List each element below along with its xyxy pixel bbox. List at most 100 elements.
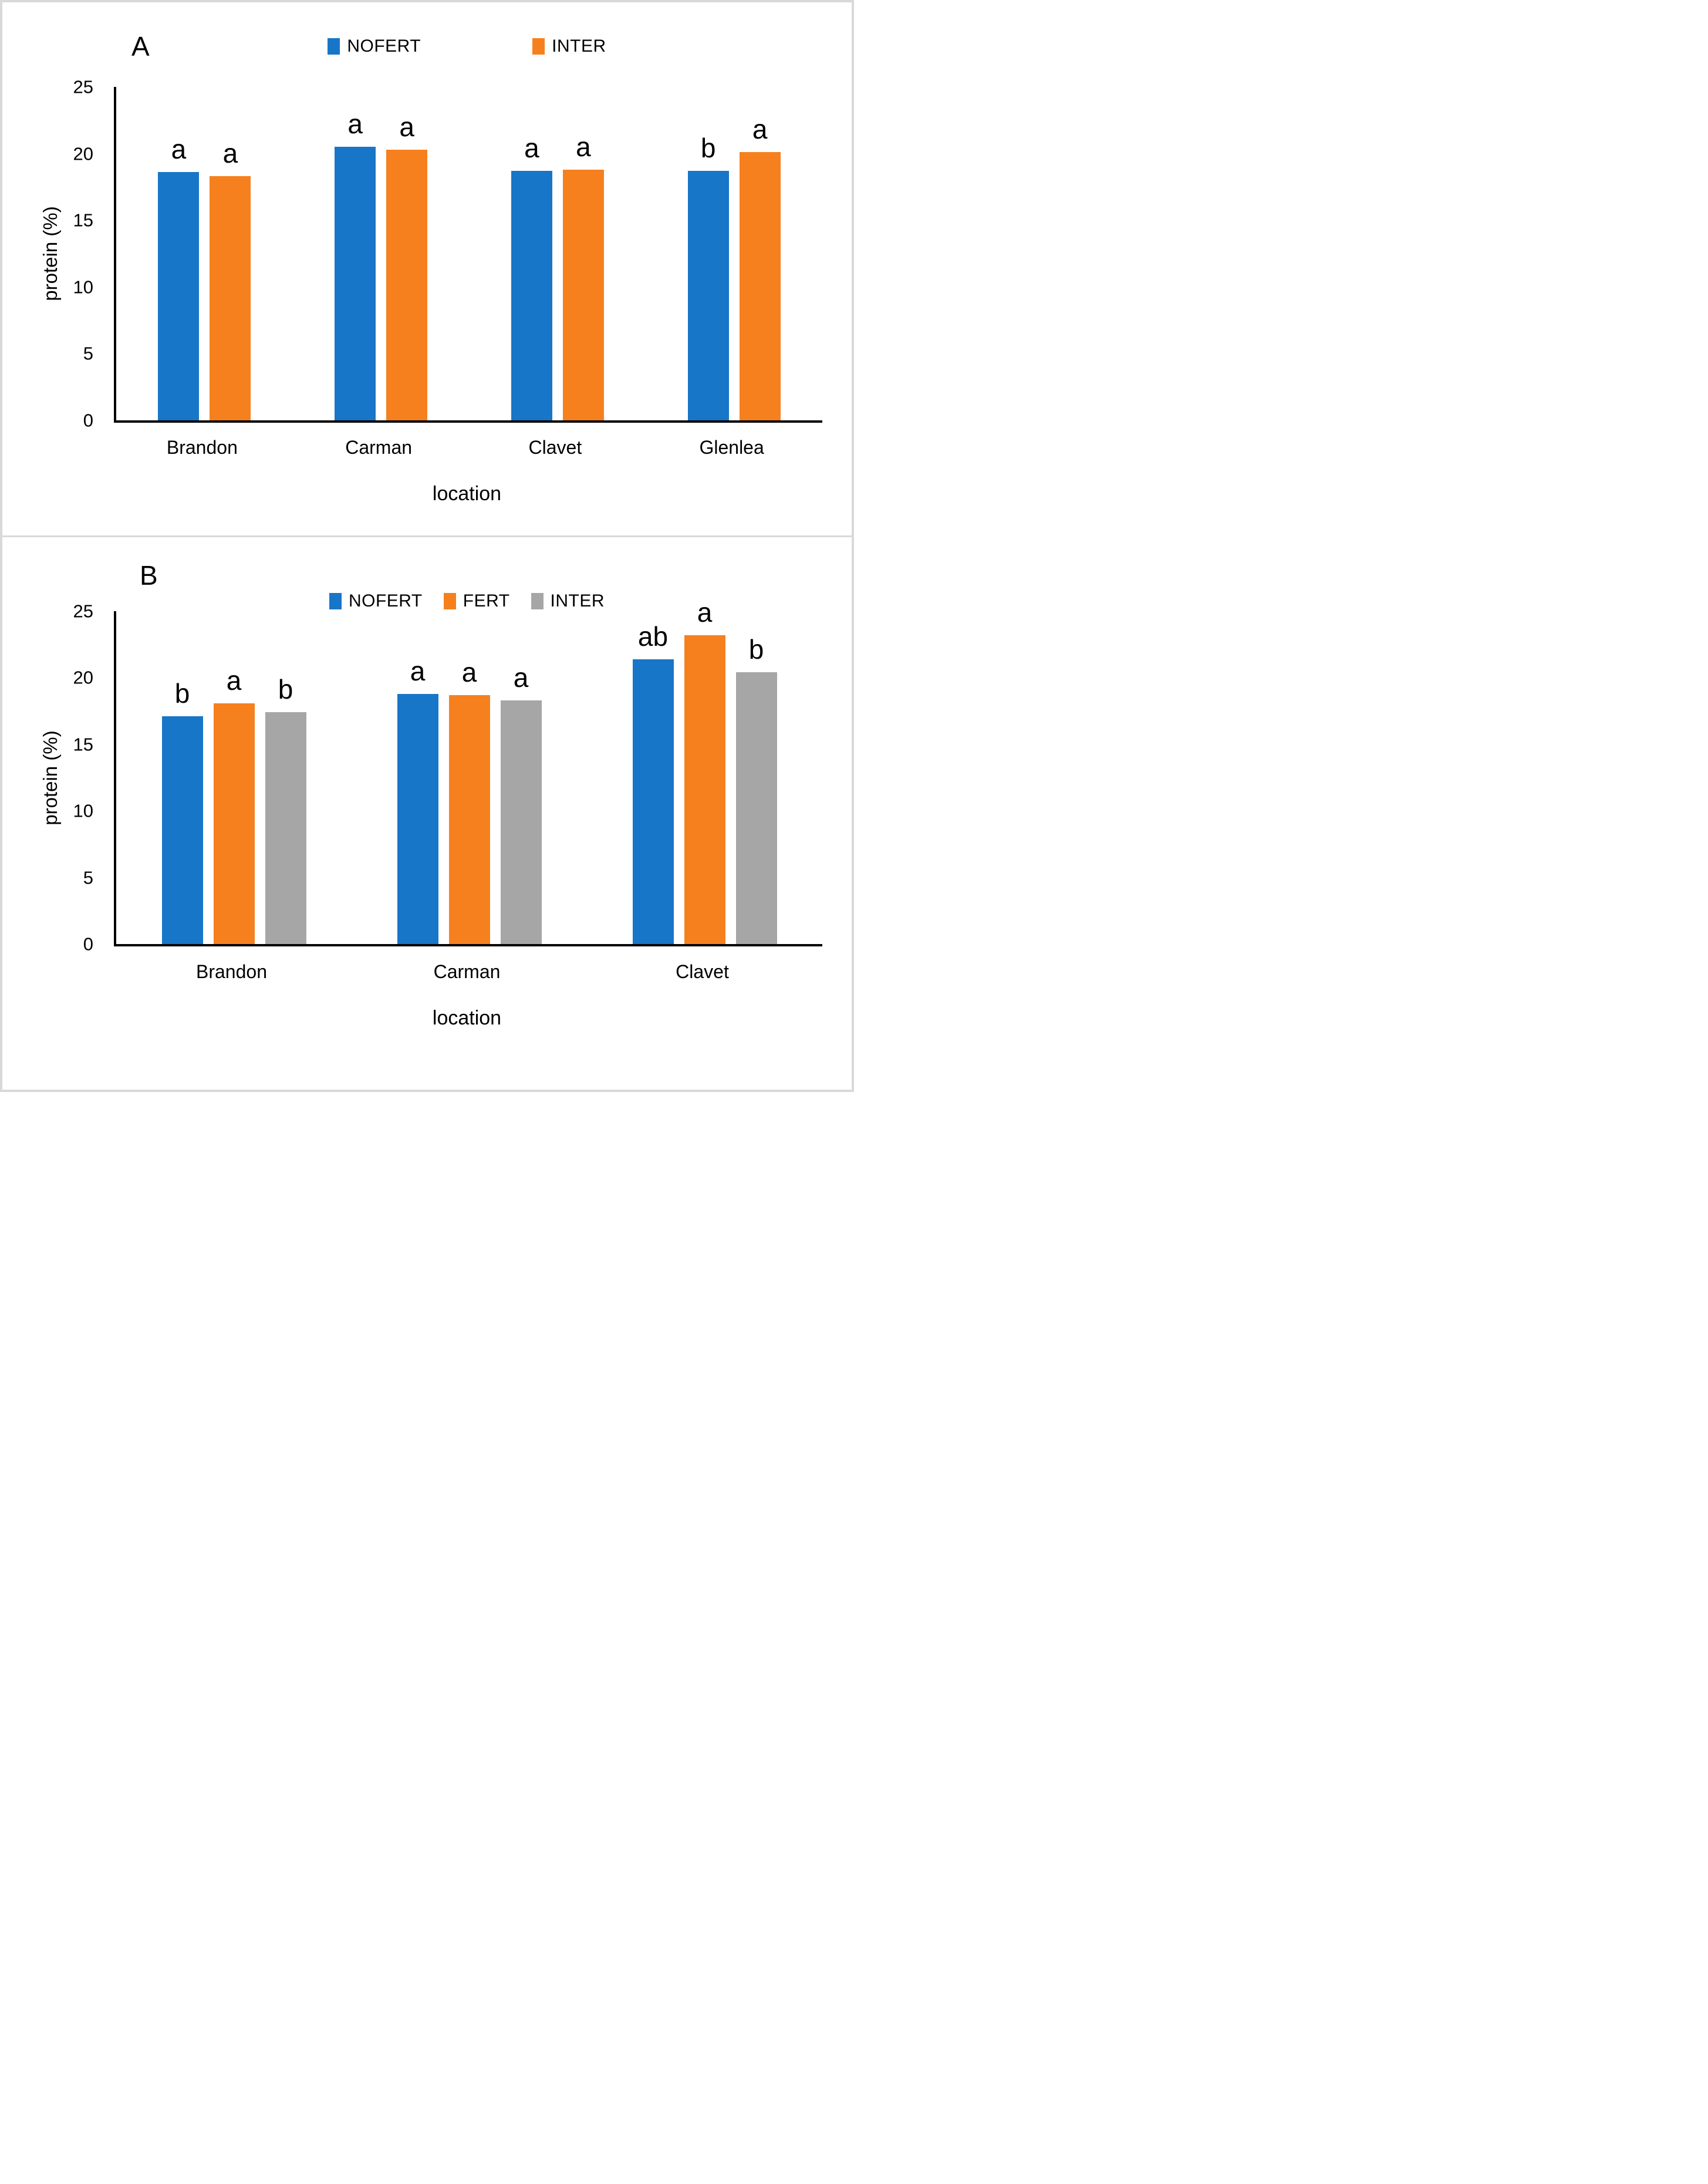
legend-item-fert: FERT (443, 591, 510, 611)
legend-label: FERT (463, 591, 510, 611)
bar-wrap: a (511, 134, 552, 420)
bar-inter-clavet (562, 169, 604, 420)
bar-inter-clavet (735, 672, 777, 944)
legend-label: INTER (552, 36, 606, 56)
y-axis-ticks: 0 5 10 15 20 25 (38, 602, 93, 953)
x-axis-title: location (432, 483, 502, 505)
bar-inter-carman (386, 149, 428, 420)
legend: NOFERT FERT INTER (114, 591, 820, 611)
plot-area: b a b a a a ab a b (114, 599, 822, 946)
significance-letter: b (174, 678, 190, 709)
bar-nofert-brandon (158, 172, 200, 420)
legend-item-inter: INTER (531, 591, 605, 611)
significance-letter: b (278, 674, 293, 705)
significance-letter: a (752, 114, 768, 145)
bar-wrap: a (335, 110, 376, 420)
bar-wrap: a (448, 656, 490, 944)
bar-group-clavet: ab a b (587, 599, 822, 944)
x-category-label-glenlea: Glenlea (699, 437, 764, 458)
legend-swatch-nofert (328, 38, 340, 55)
y-tick-label: 20 (73, 143, 93, 164)
y-axis-ticks: 0 5 10 15 20 25 (38, 78, 93, 430)
significance-letter: a (222, 138, 238, 169)
significance-letter: a (524, 133, 539, 164)
significance-letter: b (700, 133, 716, 164)
y-tick-label: 15 (73, 210, 93, 231)
legend-swatch-inter (531, 593, 544, 609)
bar-wrap: a (386, 111, 428, 420)
bar-wrap: b (161, 678, 203, 944)
bar-wrap: a (397, 658, 438, 944)
panel-a-label: A (131, 31, 150, 62)
significance-letter: a (461, 656, 477, 687)
x-category-label-carman: Carman (433, 961, 501, 982)
bar-inter-brandon (210, 176, 251, 420)
bar-fert-carman (448, 695, 490, 944)
legend-item-inter: INTER (532, 36, 606, 56)
significance-letter: a (410, 655, 426, 686)
y-tick-label: 0 (83, 410, 93, 431)
panel-b-label: B (140, 560, 158, 591)
y-tick-label: 5 (83, 867, 93, 888)
bar-nofert-carman (397, 693, 438, 944)
significance-letter: ab (637, 621, 669, 652)
significance-letter: b (748, 634, 764, 665)
bar-fert-brandon (213, 703, 255, 944)
y-tick-label: 25 (73, 601, 93, 622)
x-axis-category-labels: Brandon Carman Clavet (114, 961, 820, 983)
x-category-label-brandon: Brandon (196, 961, 267, 982)
x-category-label-clavet: Clavet (676, 961, 729, 982)
bar-inter-carman (500, 700, 542, 944)
bar-wrap: b (735, 634, 777, 944)
bar-wrap: a (739, 114, 781, 420)
bar-fert-clavet (684, 635, 725, 944)
significance-letter: a (513, 662, 529, 693)
significance-letter: a (399, 111, 414, 142)
bar-nofert-clavet (511, 171, 552, 420)
bar-wrap: a (684, 599, 725, 944)
y-tick-label: 5 (83, 343, 93, 364)
bar-wrap: a (213, 665, 255, 944)
significance-letter: a (226, 665, 242, 696)
legend-label: NOFERT (347, 36, 421, 56)
legend-swatch-inter (532, 38, 545, 55)
x-axis-title: location (432, 1007, 502, 1029)
bar-wrap: b (265, 676, 306, 944)
legend-swatch-fert (443, 593, 456, 609)
legend: NOFERT INTER (114, 36, 820, 56)
bar-nofert-brandon (161, 716, 203, 944)
significance-letter: a (576, 131, 591, 162)
panel-b: B NOFERT FERT INTER protein (%) 0 5 10 15 20 25… (2, 537, 852, 1090)
x-category-label-carman: Carman (345, 437, 413, 458)
y-tick-label: 15 (73, 734, 93, 755)
legend-swatch-nofert (329, 593, 342, 609)
y-tick-label: 10 (73, 800, 93, 821)
bar-wrap: ab (632, 621, 674, 944)
legend-label: NOFERT (348, 591, 423, 611)
bar-wrap: b (687, 133, 729, 420)
bar-wrap: a (500, 662, 542, 944)
bar-nofert-carman (335, 147, 376, 420)
y-tick-label: 20 (73, 667, 93, 688)
x-category-label-clavet: Clavet (528, 437, 582, 458)
bar-wrap: a (158, 136, 200, 420)
y-tick-label: 25 (73, 76, 93, 97)
x-axis-category-labels: Brandon Carman Clavet Glenlea (114, 437, 820, 459)
bar-nofert-glenlea (687, 171, 729, 420)
significance-letter: a (347, 109, 363, 140)
bar-wrap: a (562, 131, 604, 420)
x-category-label-brandon: Brandon (166, 437, 238, 458)
bar-inter-brandon (265, 712, 306, 944)
legend-item-nofert: NOFERT (328, 36, 421, 56)
bar-inter-glenlea (739, 152, 781, 420)
y-tick-label: 0 (83, 933, 93, 955)
y-tick-label: 10 (73, 277, 93, 298)
significance-letter: a (697, 596, 713, 628)
